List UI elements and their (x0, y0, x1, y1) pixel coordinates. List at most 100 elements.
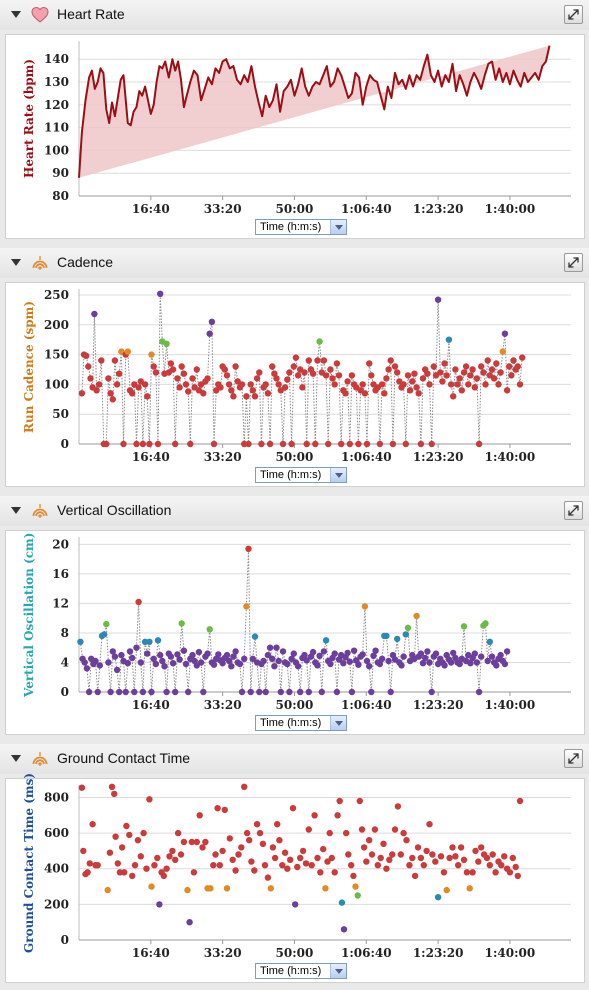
data-point (516, 797, 524, 805)
data-point (103, 440, 110, 448)
time-axis-select[interactable]: Time (h:m:s) (255, 963, 347, 979)
data-point (182, 381, 190, 388)
y-tick-label: 400 (44, 862, 69, 876)
data-point (437, 853, 445, 860)
data-point (109, 648, 117, 655)
data-point (96, 662, 104, 669)
data-point (243, 393, 250, 400)
time-axis-select[interactable]: Time (h:m:s) (255, 715, 347, 731)
expand-chart-button[interactable] (564, 501, 583, 520)
expand-chart-button[interactable] (564, 253, 583, 272)
data-point (381, 390, 388, 397)
data-point (297, 688, 304, 696)
data-point (394, 803, 402, 810)
data-point (197, 659, 205, 666)
collapse-toggle-icon[interactable] (11, 259, 21, 266)
collapse-toggle-icon[interactable] (11, 11, 21, 18)
chevron-down-icon[interactable] (330, 716, 346, 730)
collapse-toggle-icon[interactable] (11, 755, 21, 762)
data-point (316, 338, 323, 345)
data-point (260, 657, 267, 665)
data-point (284, 660, 291, 668)
collapse-toggle-icon[interactable] (11, 507, 21, 514)
x-tick-label: 1:06:40 (341, 450, 392, 464)
chevron-down-icon[interactable] (330, 964, 346, 978)
panel-title: Heart Rate (57, 6, 125, 22)
data-point (271, 854, 279, 862)
data-point (409, 378, 416, 385)
expand-chart-button[interactable] (564, 5, 583, 24)
panel-header[interactable]: Heart Rate (0, 0, 589, 30)
data-point (363, 657, 371, 665)
chevron-down-icon[interactable] (330, 220, 346, 234)
data-point (219, 847, 226, 855)
data-point (225, 657, 233, 665)
data-point (415, 390, 422, 397)
data-point (290, 363, 297, 370)
data-point (225, 381, 233, 388)
data-point (129, 872, 136, 880)
data-point (139, 688, 147, 696)
expand-chart-button[interactable] (564, 749, 583, 768)
data-point (303, 440, 310, 448)
data-point (440, 869, 448, 876)
data-point (322, 372, 330, 379)
data-point (193, 838, 200, 846)
data-point (322, 637, 330, 644)
data-point (77, 638, 84, 645)
x-tick-label: 1:23:20 (413, 202, 464, 216)
data-point (83, 665, 91, 672)
data-point (210, 661, 218, 668)
data-point (391, 826, 399, 833)
data-point (376, 440, 384, 448)
data-point (331, 650, 338, 657)
data-point (202, 838, 209, 846)
panel-header[interactable]: Vertical Oscillation (0, 496, 589, 526)
time-axis-select[interactable]: Time (h:m:s) (255, 219, 347, 235)
time-axis-select[interactable]: Time (h:m:s) (255, 467, 347, 483)
heart-icon (31, 6, 49, 23)
data-point (118, 844, 126, 851)
data-point (178, 363, 185, 370)
data-point (266, 644, 274, 651)
data-point (419, 375, 427, 382)
data-point (385, 366, 392, 373)
data-point (458, 387, 465, 394)
data-point (460, 369, 468, 376)
data-point (223, 651, 231, 659)
time-axis-select-label: Time (h:m:s) (260, 965, 322, 977)
data-point (402, 440, 409, 448)
data-point (161, 663, 168, 670)
data-point (150, 655, 157, 662)
data-point (78, 784, 86, 791)
data-point (228, 387, 235, 394)
y-tick-label: 20 (52, 537, 69, 551)
data-point (423, 847, 430, 855)
data-point (359, 651, 366, 658)
data-point (301, 651, 308, 659)
data-point (411, 872, 419, 880)
data-point (135, 384, 142, 391)
panel-header[interactable]: Cadence (0, 248, 589, 278)
data-point (383, 632, 390, 640)
data-point (472, 847, 479, 855)
data-point (322, 885, 329, 892)
data-point (501, 853, 508, 860)
data-point (206, 626, 213, 633)
data-point (386, 856, 393, 863)
data-point (189, 375, 196, 382)
data-point (229, 856, 236, 863)
chart-area: 0 50 100 150 200 250 16:40 33:20 50:00 1:06:40 1:2… (5, 282, 585, 487)
chevron-down-icon[interactable] (330, 468, 346, 482)
y-axis-title: Ground Contact Time (ms) (22, 772, 36, 953)
x-tick-label: 1:40:00 (485, 450, 536, 464)
data-point (338, 899, 346, 906)
y-tick-label: 80 (52, 189, 69, 203)
panel-header[interactable]: Ground Contact Time (0, 744, 589, 774)
data-point (235, 851, 242, 858)
data-point (475, 688, 483, 696)
data-point (92, 657, 99, 665)
data-point (271, 663, 278, 670)
data-point (471, 384, 478, 391)
y-tick-label: 4 (61, 655, 69, 669)
